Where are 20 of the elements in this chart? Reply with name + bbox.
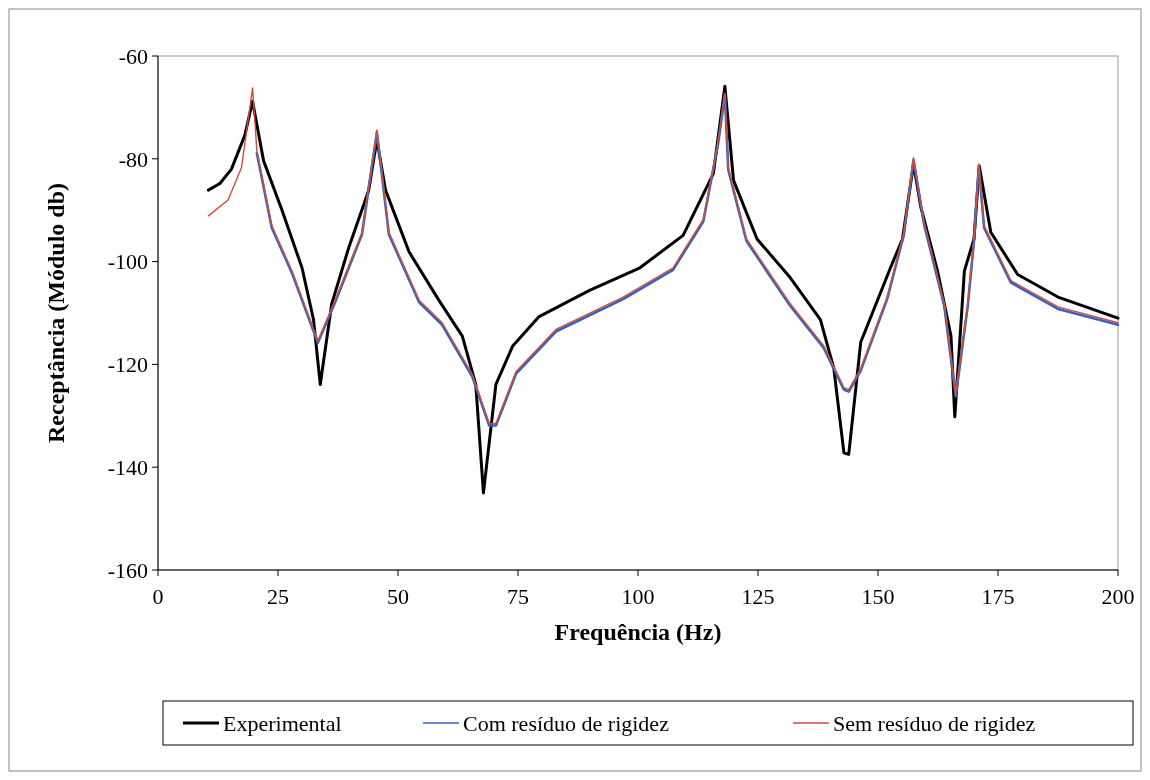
x-tick-label: 25 — [267, 584, 289, 609]
y-tick-label: -120 — [107, 352, 148, 378]
x-tick-label: 100 — [621, 584, 655, 609]
y-tick-label: -160 — [107, 557, 148, 583]
x-tick-label: 150 — [861, 584, 895, 609]
y-tick-label: -140 — [107, 454, 148, 480]
y-tick-label: -60 — [118, 43, 148, 69]
y-axis-title: Receptância (Módulo db) — [43, 183, 69, 443]
legend-label: Sem resíduo de rigidez — [833, 710, 1036, 736]
legend-label: Experimental — [223, 710, 342, 736]
x-tick-label: 175 — [981, 584, 1015, 609]
x-tick-label: 200 — [1101, 584, 1135, 609]
x-axis-title: Frequência (Hz) — [554, 619, 722, 645]
x-tick-label: 75 — [507, 584, 529, 609]
legend-label: Com resíduo de rigidez — [463, 710, 670, 736]
x-tick-label: 0 — [152, 584, 164, 609]
x-tick-label: 50 — [387, 584, 409, 609]
x-tick-label: 125 — [741, 584, 775, 609]
y-tick-label: -80 — [118, 146, 148, 172]
y-tick-label: -100 — [107, 249, 148, 275]
